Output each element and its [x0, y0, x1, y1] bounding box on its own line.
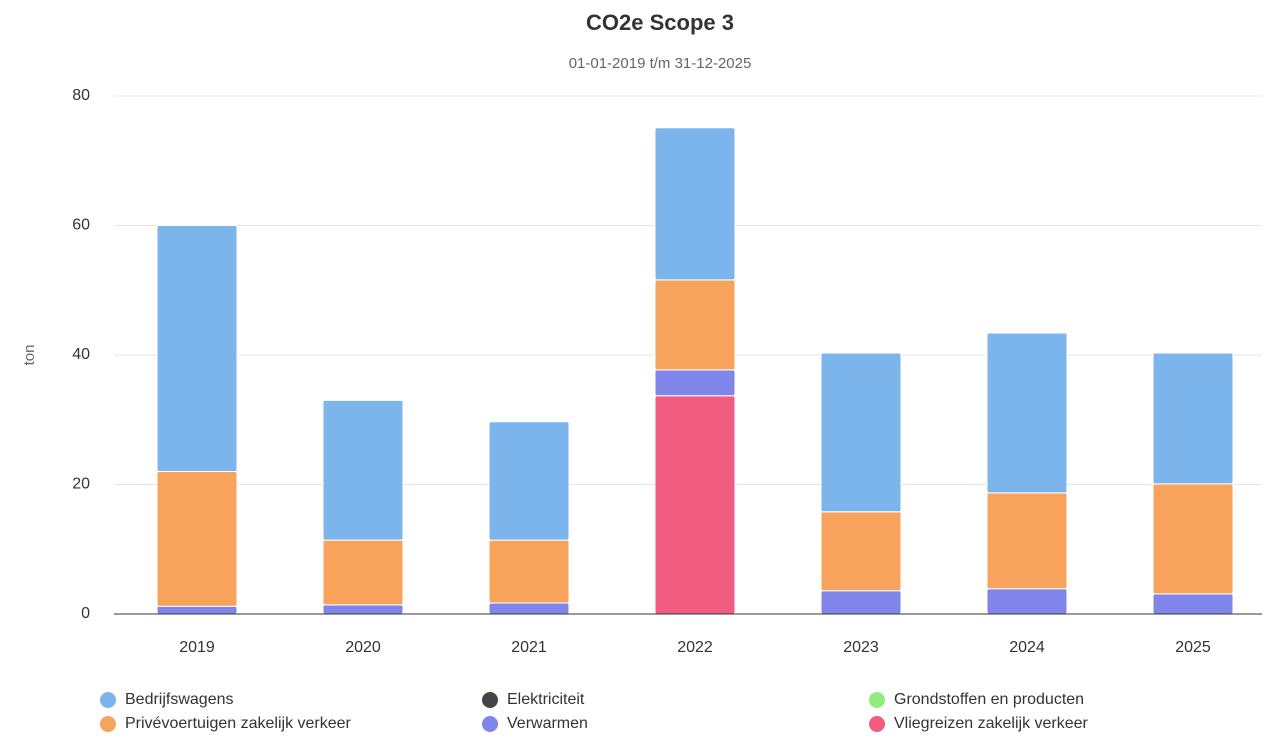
legend-label: Elektriciteit — [507, 691, 585, 708]
x-tick-label: 2025 — [1175, 639, 1211, 656]
legend-marker — [482, 692, 498, 708]
legend-label: Vliegreizen zakelijk verkeer — [894, 715, 1089, 732]
bar-segment — [322, 604, 404, 615]
bar-segment — [488, 602, 570, 615]
x-tick-label: 2019 — [179, 639, 215, 656]
legend-label: Bedrijfswagens — [125, 691, 234, 708]
bar-segment — [820, 511, 902, 592]
bar-segment — [156, 605, 238, 615]
legend-label: Privévoertuigen zakelijk verkeer — [125, 715, 352, 732]
bar-segment — [488, 539, 570, 604]
chart-title: CO2e Scope 3 — [586, 10, 734, 35]
bar-segment — [488, 421, 570, 541]
x-tick-label: 2021 — [511, 639, 547, 656]
x-tick-label: 2023 — [843, 639, 879, 656]
bar-segment — [1152, 593, 1234, 615]
bar-segment — [322, 399, 404, 541]
y-tick-label: 0 — [81, 605, 90, 622]
x-tick-label: 2022 — [677, 639, 713, 656]
y-tick-label: 40 — [72, 346, 90, 363]
legend-label: Grondstoffen en producten — [894, 691, 1084, 708]
y-tick-label: 80 — [72, 87, 90, 104]
bar-segment — [156, 225, 238, 473]
bar-segment — [322, 539, 404, 606]
x-tick-label: 2024 — [1009, 639, 1045, 656]
bar-segment — [654, 279, 736, 371]
bar-segment — [986, 332, 1068, 494]
legend-marker — [482, 716, 498, 732]
bar-segment — [986, 492, 1068, 590]
bar-segment — [820, 590, 902, 615]
y-axis-label: ton — [21, 345, 38, 366]
bar-segment — [156, 471, 238, 607]
legend-marker — [869, 716, 885, 732]
legend-marker — [100, 692, 116, 708]
legend-label: Verwarmen — [507, 715, 588, 732]
legend-marker — [100, 716, 116, 732]
legend-marker — [869, 692, 885, 708]
bar-segment — [986, 588, 1068, 615]
bar-segment — [1152, 483, 1234, 595]
bar-segment — [820, 352, 902, 513]
bar-segment — [1152, 352, 1234, 485]
bar-segment — [654, 395, 736, 615]
bar-segment — [654, 369, 736, 397]
y-tick-label: 20 — [72, 476, 90, 493]
y-tick-label: 60 — [72, 217, 90, 234]
x-tick-label: 2020 — [345, 639, 381, 656]
bar-segment — [654, 127, 736, 281]
chart-subtitle: 01-01-2019 t/m 31-12-2025 — [569, 55, 752, 72]
